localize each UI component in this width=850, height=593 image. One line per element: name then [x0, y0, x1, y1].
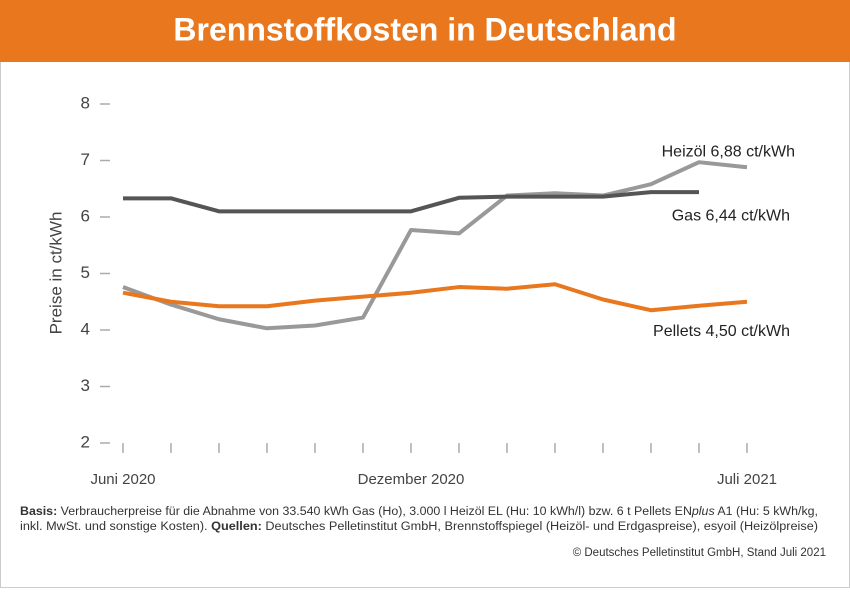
header — [0, 0, 850, 62]
y-tick-label: 7 — [81, 150, 90, 169]
footnote-part: plus — [691, 506, 715, 518]
footnote-part: inkl. MwSt. und sonstige Kosten). — [20, 521, 211, 533]
y-tick-label: 4 — [81, 319, 90, 338]
y-tick-label: 5 — [81, 263, 90, 282]
x-tick-label: Juli 2021 — [717, 471, 777, 488]
series-line — [122, 160, 748, 331]
y-tick-label: 3 — [81, 376, 90, 395]
footnote-part: Quellen: — [211, 521, 262, 533]
y-tick-label: 2 — [81, 432, 90, 451]
series-label: Pellets 4,50 ct/kWh — [653, 323, 790, 340]
footnote: Basis: Verbraucherpreise für die Abnahme… — [20, 506, 818, 518]
x-tick-label: Dezember 2020 — [358, 471, 465, 488]
series-line — [123, 190, 699, 214]
y-tick-label: 8 — [81, 93, 90, 112]
y-axis-title: Preise in ct/kWh — [46, 212, 65, 335]
copyright: © Deutsches Pelletinstitut GmbH, Stand J… — [573, 547, 826, 559]
series-label: Gas 6,44 ct/kWh — [672, 207, 790, 224]
footnote-part: Verbraucherpreise für die Abnahme von 33… — [57, 506, 692, 518]
footnote: inkl. MwSt. und sonstige Kosten). Quelle… — [20, 521, 818, 533]
series-line — [122, 282, 748, 313]
y-tick-label: 6 — [81, 206, 90, 225]
chart-title: Brennstoffkosten in Deutschland — [173, 11, 676, 47]
footnote-part: Basis: — [20, 506, 57, 518]
footnote-part: A1 (Hu: 5 kWh/kg, — [715, 506, 818, 518]
x-tick-label: Juni 2020 — [90, 471, 155, 488]
series-label: Heizöl 6,88 ct/kWh — [662, 143, 795, 160]
footnote-part: Deutsches Pelletinstitut GmbH, Brennstof… — [262, 521, 818, 533]
